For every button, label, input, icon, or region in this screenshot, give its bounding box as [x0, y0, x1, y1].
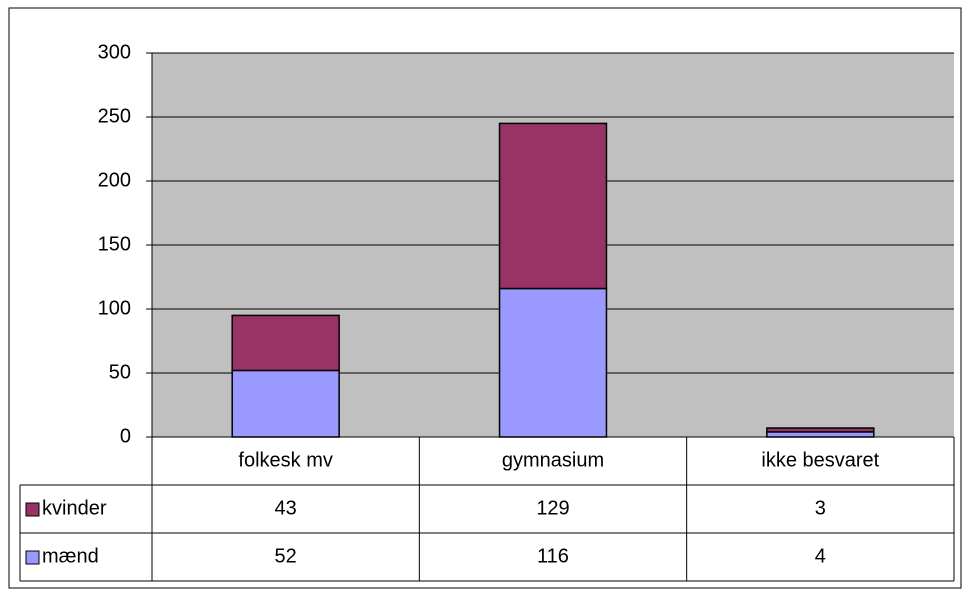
table-value: 43	[275, 497, 297, 519]
table-value: 129	[536, 497, 569, 519]
legend-label: mænd	[42, 545, 99, 567]
y-tick-label: 300	[98, 41, 131, 63]
y-tick-label: 200	[98, 169, 131, 191]
table-value: 116	[537, 545, 569, 567]
y-tick-label: 250	[98, 105, 131, 127]
y-tick-label: 50	[109, 361, 131, 383]
legend-label: kvinder	[42, 497, 107, 519]
legend-swatch	[25, 550, 40, 565]
x-tick-label: folkesk mv	[238, 449, 332, 471]
bar	[231, 314, 340, 372]
y-tick-label: 0	[120, 425, 131, 447]
x-tick-label: gymnasium	[502, 449, 604, 471]
table-value: 4	[815, 545, 826, 567]
y-tick-label: 100	[98, 297, 131, 319]
table-value: 3	[815, 497, 826, 519]
x-tick-label: ikke besvaret	[761, 449, 879, 471]
table-value: 52	[275, 545, 297, 567]
bar	[498, 287, 608, 438]
bar	[766, 427, 875, 433]
bar	[498, 122, 608, 290]
legend-swatch	[25, 502, 40, 517]
bar	[766, 431, 875, 438]
y-tick-label: 150	[98, 233, 131, 255]
bar	[231, 369, 340, 438]
